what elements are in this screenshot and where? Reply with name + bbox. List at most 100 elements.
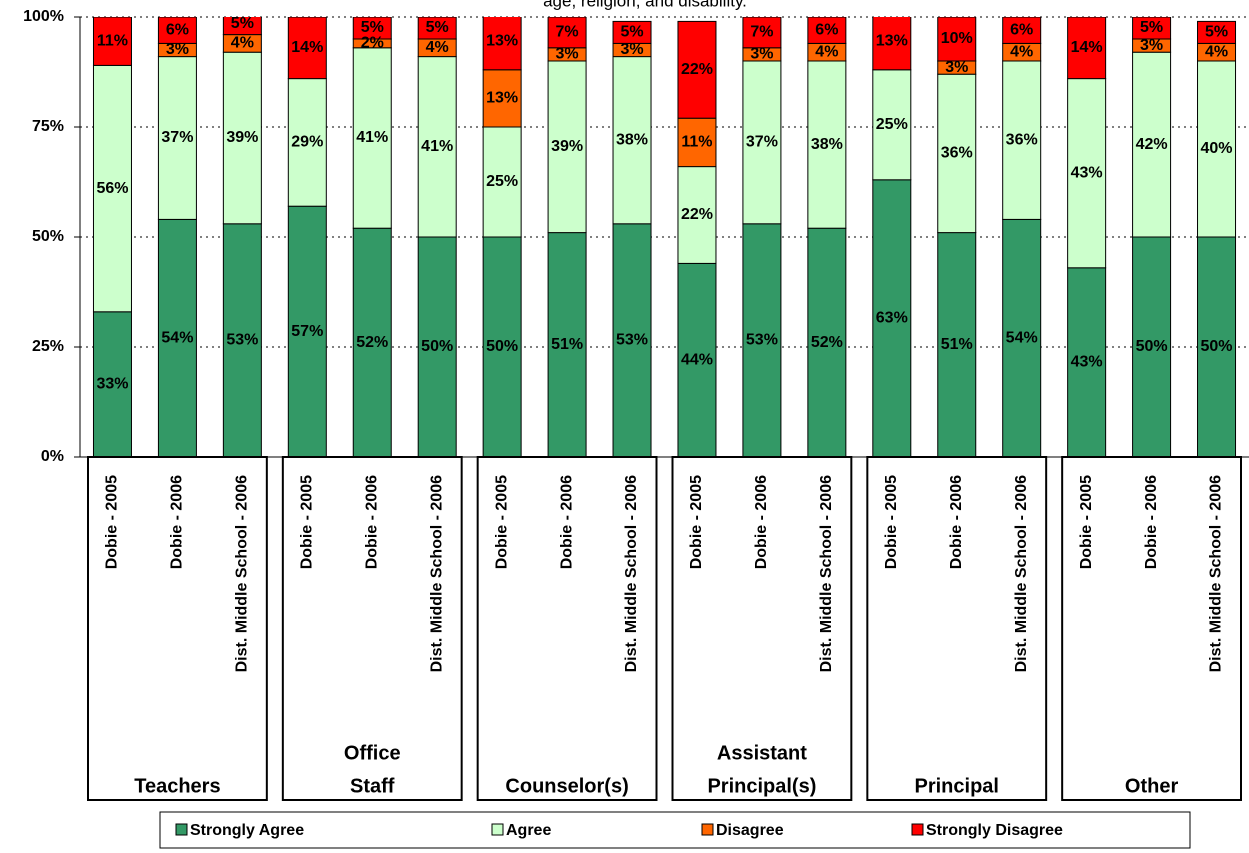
x-tick-label: Dist. Middle School - 2006	[234, 475, 251, 672]
data-label: 14%	[1071, 39, 1103, 56]
data-label: 51%	[941, 336, 973, 353]
data-label: 63%	[876, 310, 908, 327]
data-label: 25%	[486, 173, 518, 190]
legend-swatch	[911, 823, 924, 836]
data-label: 2%	[361, 35, 384, 52]
x-tick-label: Dobie - 2005	[104, 475, 121, 569]
data-label: 5%	[231, 15, 254, 32]
group-box	[281, 456, 463, 801]
data-label: 3%	[166, 41, 189, 58]
data-label: 7%	[556, 24, 579, 41]
bar-segment	[1067, 78, 1107, 269]
legend-swatch	[175, 823, 188, 836]
data-label: 4%	[231, 35, 254, 52]
data-label: 43%	[1071, 164, 1103, 181]
bar-segment	[287, 17, 327, 80]
bars	[92, 17, 1237, 457]
group-label: Assistant	[717, 742, 807, 764]
data-label: 3%	[945, 59, 968, 76]
data-label: 13%	[876, 32, 908, 49]
legend-label: Strongly Agree	[190, 822, 304, 839]
data-label: 5%	[1140, 19, 1163, 36]
legend-label: Strongly Disagree	[926, 822, 1063, 839]
bar-segment	[612, 223, 652, 457]
x-tick-label: Dobie - 2005	[883, 475, 900, 569]
bar-segment	[547, 60, 587, 234]
data-label: 4%	[815, 43, 838, 60]
data-label: 10%	[941, 30, 973, 47]
data-label: 6%	[166, 21, 189, 38]
data-label: 54%	[161, 329, 193, 346]
data-label: 52%	[356, 334, 388, 351]
legend-swatch	[491, 823, 504, 836]
bar-segment	[807, 227, 847, 457]
bar-segment	[1197, 236, 1237, 457]
bar-segment	[1067, 17, 1107, 80]
bar-segment	[1067, 267, 1107, 457]
chart-title: age, religion, and disability.	[543, 0, 747, 10]
bar-segment	[612, 20, 652, 44]
data-label: 37%	[746, 134, 778, 151]
data-label: 53%	[616, 332, 648, 349]
bar-segment	[287, 205, 327, 457]
data-label: 44%	[681, 351, 713, 368]
data-label: 3%	[556, 46, 579, 63]
bar-segment	[157, 56, 197, 220]
bar-segment	[157, 17, 197, 44]
y-tick-label: 75%	[32, 118, 64, 135]
bar-segment	[677, 117, 717, 168]
data-label: 52%	[811, 334, 843, 351]
data-label: 50%	[1136, 338, 1168, 355]
data-label: 56%	[96, 180, 128, 197]
data-label: 5%	[426, 19, 449, 36]
bar-segment	[352, 47, 392, 229]
bar-segment	[92, 64, 132, 313]
bar-segment	[937, 17, 977, 62]
bar-segment	[1197, 20, 1237, 44]
data-label: 29%	[291, 134, 323, 151]
x-tick-label: Dobie - 2006	[363, 475, 380, 569]
x-tick-label: Dobie - 2006	[753, 475, 770, 569]
data-label: 39%	[551, 138, 583, 155]
bar-segment	[1197, 60, 1237, 238]
bar-segment	[1002, 17, 1042, 44]
bar-segment	[937, 73, 977, 234]
bar-segment	[157, 218, 197, 457]
bar-segment	[417, 236, 457, 457]
x-tick-label: Dobie - 2005	[299, 475, 316, 569]
bar-segment	[1132, 51, 1172, 238]
data-label: 14%	[291, 39, 323, 56]
x-tick-label: Dobie - 2005	[493, 475, 510, 569]
group-label: Staff	[350, 775, 395, 797]
x-tick-label: Dobie - 2006	[558, 475, 575, 569]
data-label: 4%	[1010, 43, 1033, 60]
data-label: 41%	[421, 138, 453, 155]
x-tick-label: Dobie - 2005	[1078, 475, 1095, 569]
data-label: 5%	[361, 19, 384, 36]
x-tick-label: Dobie - 2006	[948, 475, 965, 569]
bar-segment	[417, 56, 457, 238]
data-label: 22%	[681, 206, 713, 223]
data-label: 37%	[161, 129, 193, 146]
y-tick-label: 100%	[23, 8, 64, 25]
data-label: 11%	[681, 134, 712, 151]
group-box	[476, 456, 658, 801]
data-label: 54%	[1006, 329, 1038, 346]
y-tick-label: 50%	[32, 228, 64, 245]
bar-segment	[612, 56, 652, 225]
bar-segment	[482, 126, 522, 238]
data-label: 5%	[1205, 24, 1228, 41]
bar-segment	[92, 17, 132, 66]
bar-segment	[222, 51, 262, 225]
data-label: 42%	[1136, 136, 1168, 153]
bar-segment	[1132, 236, 1172, 457]
data-label: 6%	[1010, 21, 1033, 38]
group-label: Counselor(s)	[505, 775, 628, 797]
bar-segment	[222, 17, 262, 36]
data-label: 36%	[1006, 131, 1038, 148]
data-label: 50%	[486, 338, 518, 355]
group-label: Principal(s)	[707, 775, 816, 797]
group-box	[1061, 456, 1242, 801]
x-tick-label: Dobie - 2006	[1143, 475, 1160, 569]
